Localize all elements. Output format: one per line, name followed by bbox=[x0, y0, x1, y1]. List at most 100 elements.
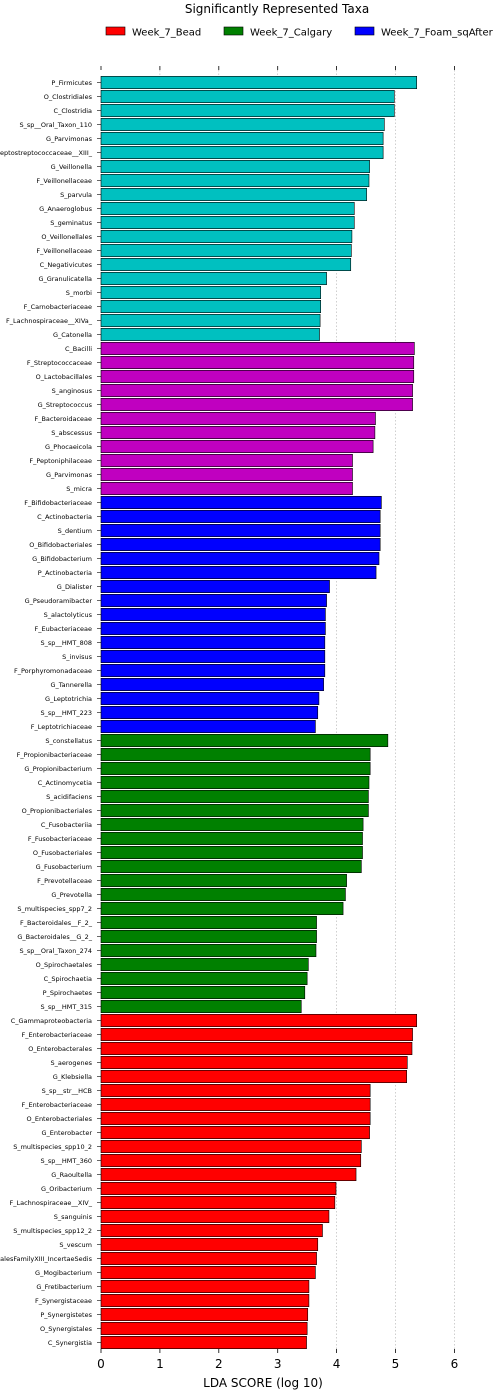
bar bbox=[100, 397, 413, 411]
y-tick-label: S_alactolyticus bbox=[44, 611, 93, 619]
y-tick-label: S_geminatus bbox=[50, 219, 92, 227]
bar bbox=[100, 76, 418, 90]
legend: Week_7_Bead Week_7_Calgary Week_7_Foam_sqA… bbox=[105, 26, 494, 39]
y-tick-label: O_Enterobacterales bbox=[28, 1045, 92, 1053]
y-tick-label: O_Synergistales bbox=[40, 1325, 93, 1333]
bar bbox=[100, 1084, 371, 1098]
bar bbox=[100, 90, 395, 104]
bar bbox=[100, 873, 347, 887]
y-tick-label: S_sanguinis bbox=[54, 1213, 93, 1221]
y-tick-label: G_Oribacterium bbox=[41, 1185, 92, 1193]
bars-group bbox=[100, 76, 418, 1350]
bar bbox=[100, 1308, 309, 1322]
y-tick-label: S_aerogenes bbox=[51, 1059, 93, 1067]
legend-label: Week_7_Foam_sqAfter bbox=[381, 28, 494, 39]
bar bbox=[100, 1140, 362, 1154]
bar bbox=[100, 257, 352, 271]
bar bbox=[100, 202, 355, 216]
y-tick-label: S_morbi bbox=[66, 289, 92, 297]
y-tick-label: G_Granulicatella bbox=[38, 275, 92, 283]
y-tick-label: C_Negativicutes bbox=[40, 261, 93, 269]
y-tick-label: S_abscessus bbox=[51, 429, 92, 437]
y-tick-label: S_constellatus bbox=[45, 737, 92, 745]
bar bbox=[100, 132, 384, 146]
bar bbox=[100, 523, 381, 537]
y-tick-label: S_anginosus bbox=[52, 387, 93, 395]
bar bbox=[100, 327, 320, 341]
y-tick-label: G_Tannerella bbox=[50, 681, 92, 689]
bar bbox=[100, 285, 321, 299]
bar bbox=[100, 411, 376, 425]
bar bbox=[100, 118, 385, 132]
legend-swatch bbox=[223, 26, 244, 36]
y-tick-label: F_PeptostreptococcalesFamilyXIII_Incerta… bbox=[0, 1255, 93, 1263]
bar bbox=[100, 649, 326, 663]
bar bbox=[100, 635, 326, 649]
bar bbox=[100, 607, 326, 621]
y-tick-label: G_Klebsiella bbox=[53, 1073, 92, 1081]
y-tick-label: C_Actinomycetia bbox=[38, 779, 92, 787]
y-tick-label: S_sp__HMT_223 bbox=[40, 709, 92, 717]
y-tick-label: S_multispecies_spp10_2 bbox=[13, 1143, 92, 1151]
y-tick-label: S_sp__str__HCB bbox=[42, 1087, 92, 1095]
bar bbox=[100, 369, 415, 383]
y-tick-label: G_Parvimonas bbox=[46, 135, 93, 143]
y-tick-label: G_Bifidobacterium bbox=[32, 555, 92, 563]
bar bbox=[100, 593, 327, 607]
y-tick-label: G_Prevotella bbox=[51, 891, 92, 899]
y-tick-label: F_Veillonellaceae bbox=[36, 247, 92, 255]
bar bbox=[100, 1280, 310, 1294]
y-tick-label: G_Enterobacter bbox=[42, 1129, 93, 1137]
bar bbox=[100, 104, 395, 118]
bar bbox=[100, 971, 308, 985]
y-tick-label: G_Catonella bbox=[53, 331, 92, 339]
bar bbox=[100, 1168, 357, 1182]
y-tick-label: F_Propionibacteriaceae bbox=[17, 751, 92, 759]
bar bbox=[100, 425, 376, 439]
y-tick-label: G_Propionibacterium bbox=[24, 765, 92, 773]
y-tick-label: F_Enterobacteriaceae bbox=[21, 1031, 92, 1039]
y-tick-label: F_Carnobacteriaceae bbox=[24, 303, 92, 311]
y-tick-label: G_Fusobacterium bbox=[36, 863, 92, 871]
bar bbox=[100, 747, 371, 761]
bar bbox=[100, 621, 326, 635]
bar bbox=[100, 1042, 413, 1056]
y-tick-label: S_multispecies_spp7_2 bbox=[17, 905, 92, 913]
x-tick-label: 5 bbox=[392, 1357, 400, 1371]
bar bbox=[100, 146, 384, 160]
legend-item: Week_7_Bead bbox=[105, 26, 201, 39]
legend-item: Week_7_Foam_sqAfter bbox=[354, 26, 494, 39]
y-tick-label: C_Fusobacteriia bbox=[41, 821, 92, 829]
bar bbox=[100, 915, 317, 929]
y-tick-label: O_Enterobacteriales bbox=[26, 1115, 92, 1123]
bar bbox=[100, 313, 321, 327]
x-tick-label: 1 bbox=[156, 1357, 164, 1371]
bar bbox=[100, 467, 353, 481]
bar bbox=[100, 887, 346, 901]
y-tick-label: S_invisus bbox=[62, 653, 92, 661]
bar bbox=[100, 1013, 418, 1027]
bar bbox=[100, 803, 369, 817]
y-tick-label: S_multispecies_spp12_2 bbox=[13, 1227, 92, 1235]
y-tick-label: C_Synergistia bbox=[48, 1339, 92, 1347]
bar bbox=[100, 985, 306, 999]
x-tick-label: 6 bbox=[451, 1357, 459, 1371]
legend-swatch bbox=[105, 26, 126, 36]
bar bbox=[100, 1210, 330, 1224]
y-tick-label: O_Bifidobacteriales bbox=[29, 541, 92, 549]
y-tick-label: G_Parvimonas bbox=[46, 471, 93, 479]
y-tick-label: F_Fusobacteriaceae bbox=[28, 835, 92, 843]
y-tick-label: S_sp__HMT_315 bbox=[40, 1003, 92, 1011]
bar bbox=[100, 565, 377, 579]
bar bbox=[100, 1112, 371, 1126]
bar bbox=[100, 859, 362, 873]
bar bbox=[100, 1196, 336, 1210]
y-tick-label: F_Enterobacteriaceae bbox=[21, 1101, 92, 1109]
bar bbox=[100, 1238, 319, 1252]
bar bbox=[100, 481, 353, 495]
y-tick-label: S_parvula bbox=[60, 191, 92, 199]
legend-label: Week_7_Bead bbox=[132, 28, 201, 39]
bar bbox=[100, 509, 381, 523]
bar bbox=[100, 160, 370, 174]
y-tick-label: S_sp__HMT_808 bbox=[40, 639, 92, 647]
